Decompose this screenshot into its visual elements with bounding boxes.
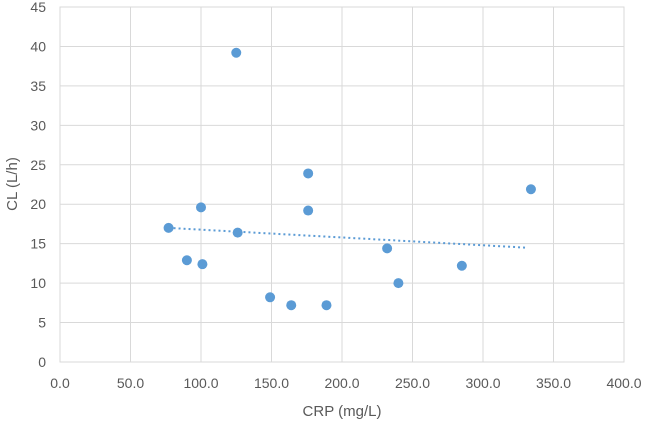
data-point xyxy=(303,205,314,216)
x-tick-label: 350.0 xyxy=(536,375,571,391)
x-tick-labels: 0.0 50.0 100.0 150.0 200.0 250.0 300.0 350.0 400… xyxy=(50,375,641,391)
data-point xyxy=(163,222,174,233)
y-tick-label: 30 xyxy=(30,117,46,133)
trendline xyxy=(168,226,526,249)
data-point xyxy=(456,260,467,271)
data-point xyxy=(382,243,393,254)
x-tick-label: 250.0 xyxy=(395,375,430,391)
y-tick-label: 40 xyxy=(30,38,46,54)
y-axis-label: CL (L/h) xyxy=(4,157,21,211)
plot-frame xyxy=(59,6,625,363)
x-tick-label: 200.0 xyxy=(324,375,359,391)
x-tick-label: 150.0 xyxy=(254,375,289,391)
y-tick-label: 25 xyxy=(30,157,46,173)
y-tick-labels: 0 5 10 15 20 25 30 35 40 45 xyxy=(30,0,46,370)
data-point xyxy=(265,292,276,303)
trendline-group xyxy=(168,226,526,249)
y-tick-label: 15 xyxy=(30,236,46,252)
data-point xyxy=(393,278,404,289)
data-point xyxy=(197,259,208,270)
x-tick-label: 400.0 xyxy=(606,375,641,391)
x-tick-label: 50.0 xyxy=(117,375,144,391)
data-point xyxy=(181,255,192,266)
grid-lines xyxy=(59,6,625,363)
y-tick-label: 5 xyxy=(38,315,46,331)
y-tick-label: 10 xyxy=(30,275,46,291)
x-tick-label: 0.0 xyxy=(50,375,70,391)
data-point xyxy=(525,184,536,195)
x-tick-label: 100.0 xyxy=(183,375,218,391)
y-tick-label: 0 xyxy=(38,354,46,370)
x-tick-label: 300.0 xyxy=(465,375,500,391)
x-axis-label: CRP (mg/L) xyxy=(303,403,382,420)
y-tick-label: 35 xyxy=(30,78,46,94)
data-point xyxy=(232,227,243,238)
data-point xyxy=(231,47,242,58)
data-point xyxy=(286,300,297,311)
y-tick-label: 45 xyxy=(30,0,46,15)
data-point xyxy=(321,300,332,311)
data-point xyxy=(303,168,314,179)
axes xyxy=(59,6,625,363)
y-tick-label: 20 xyxy=(30,196,46,212)
data-point xyxy=(196,202,206,213)
data-points xyxy=(163,47,536,311)
